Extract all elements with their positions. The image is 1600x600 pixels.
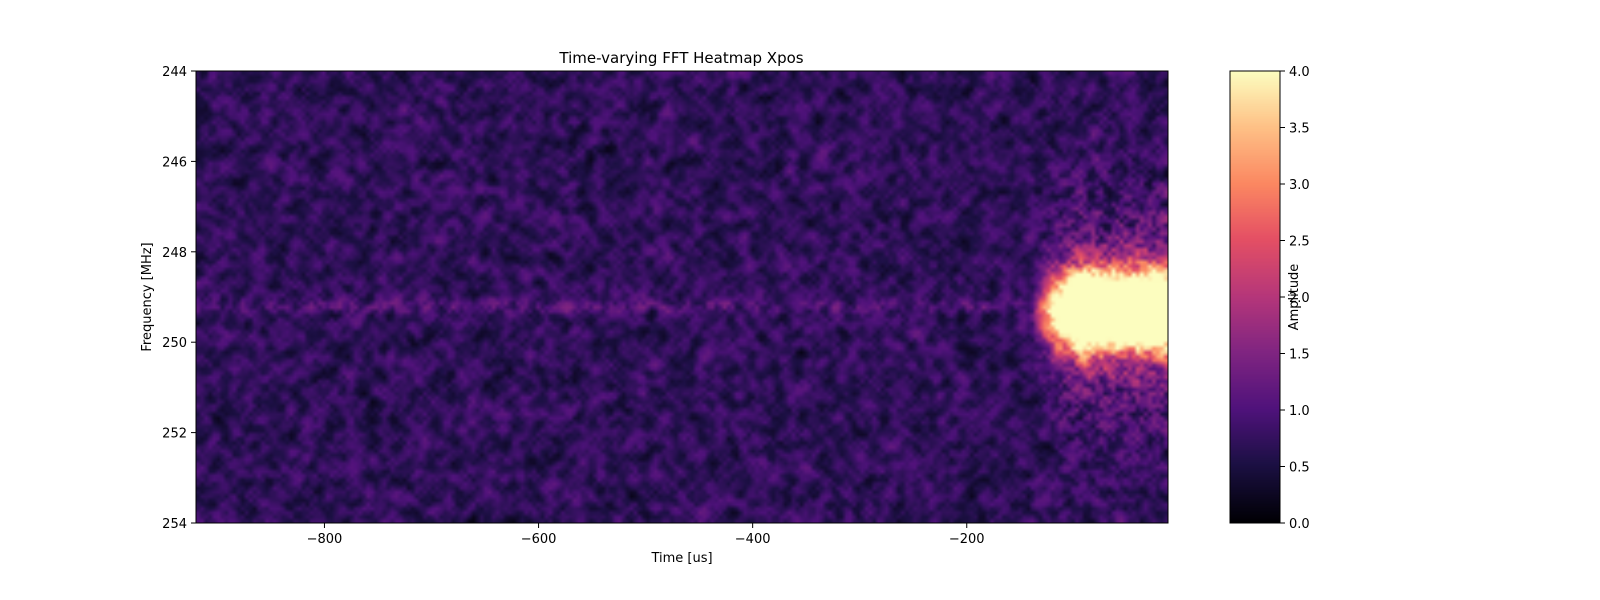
colorbar-tick-label: 0.5 (1289, 461, 1310, 476)
x-tick-label: −400 (735, 532, 771, 547)
colorbar-tick-label: 3.0 (1289, 178, 1310, 193)
colorbar-gradient (1230, 71, 1280, 523)
y-axis-label: Frequency [MHz] (140, 242, 155, 351)
colorbar-tick-label: 1.5 (1289, 348, 1310, 363)
y-tick-label: 250 (162, 336, 187, 351)
x-tick-label: −600 (521, 532, 557, 547)
y-tick-label: 252 (162, 427, 187, 442)
y-axis: 244 246 248 250 252 254 (162, 65, 196, 532)
x-tick-label: −800 (307, 532, 343, 547)
colorbar-tick-label: 2.0 (1289, 291, 1310, 306)
y-tick-label: 254 (162, 517, 187, 532)
colorbar-tick-label: 2.5 (1289, 235, 1310, 250)
heatmap-plot (195, 70, 1169, 524)
x-axis-label: Time [us] (650, 551, 712, 566)
plot-frame (195, 70, 1169, 524)
colorbar: 0.0 0.5 1.0 1.5 2.0 2.5 3.0 3.5 4.0 Amplitude (1229, 65, 1310, 532)
y-tick-label: 248 (162, 246, 187, 261)
colorbar-tick-label: 3.5 (1289, 122, 1310, 137)
y-tick-label: 244 (162, 65, 187, 80)
colorbar-tick-label: 0.0 (1289, 517, 1310, 532)
x-tick-label: −200 (949, 532, 985, 547)
x-axis: −800 −600 −400 −200 (307, 523, 985, 547)
colorbar-tick-label: 1.0 (1289, 404, 1310, 419)
heatmap-image (196, 71, 1168, 523)
colorbar-tick-label: 4.0 (1289, 65, 1310, 80)
colorbar-label: Amplitude (1287, 264, 1302, 331)
chart-title: Time-varying FFT Heatmap Xpos (558, 49, 803, 67)
y-tick-label: 246 (162, 155, 187, 170)
colorbar-ticks: 0.0 0.5 1.0 1.5 2.0 2.5 3.0 3.5 4.0 (1280, 65, 1310, 532)
